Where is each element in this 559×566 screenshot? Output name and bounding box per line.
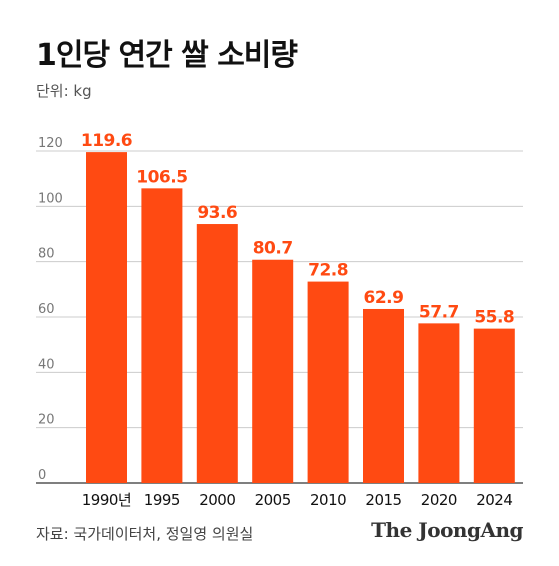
y-tick-label: 100	[38, 191, 63, 206]
x-tick-label: 2015	[365, 491, 401, 509]
x-tick-label: 2010	[310, 491, 346, 509]
bars	[86, 152, 515, 484]
y-tick-label: 80	[38, 247, 55, 262]
x-tick-label: 1995	[144, 491, 180, 509]
bar	[473, 328, 515, 483]
data-label: 62.9	[364, 288, 404, 308]
y-tick-label: 40	[38, 357, 55, 372]
y-tick-label: 120	[38, 136, 63, 151]
bar	[196, 224, 238, 484]
data-label: 93.6	[197, 203, 237, 223]
data-label: 106.5	[136, 167, 187, 187]
y-axis-ticks: 0 20 40 60 80 100 120	[38, 136, 63, 483]
x-axis-ticks: 1990년 1995 2000 2005 2010 2015 2020 2024	[82, 491, 513, 509]
data-label: 72.8	[308, 261, 348, 281]
data-label: 119.6	[81, 131, 132, 151]
unit-label: 단위: kg	[36, 82, 92, 100]
bar	[307, 281, 349, 483]
brand-logo: The JoongAng	[371, 518, 523, 542]
bar	[252, 259, 294, 483]
data-label: 57.7	[419, 302, 459, 322]
chart-title: 1인당 연간 쌀 소비량	[36, 38, 298, 73]
y-tick-label: 0	[38, 468, 46, 483]
x-tick-label: 1990년	[82, 491, 131, 509]
x-tick-label: 2020	[421, 491, 457, 509]
bar	[141, 188, 183, 483]
x-tick-label: 2024	[476, 491, 512, 509]
source-note: 자료: 국가데이터처, 정일영 의원실	[36, 525, 254, 543]
bar	[418, 323, 460, 483]
bar	[86, 152, 127, 483]
data-label: 55.8	[474, 308, 514, 328]
data-label: 80.7	[253, 239, 293, 259]
bar	[363, 308, 404, 483]
x-tick-label: 2005	[255, 491, 291, 509]
x-tick-label: 2000	[199, 491, 235, 509]
y-tick-label: 60	[38, 302, 55, 317]
y-tick-label: 20	[38, 413, 55, 428]
